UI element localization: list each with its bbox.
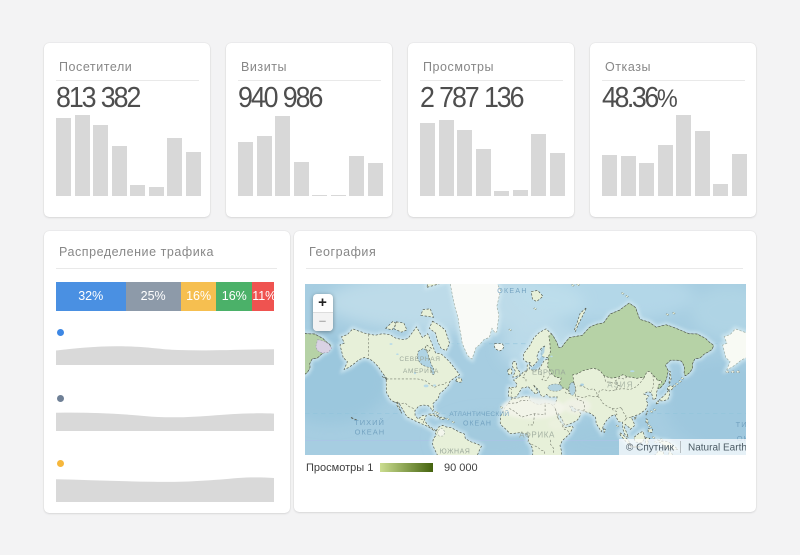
svg-text:АЗИЯ: АЗИЯ (607, 381, 633, 390)
svg-text:ТИХИЙ: ТИХИЙ (354, 418, 385, 427)
svg-text:© Спутник: © Спутник (626, 443, 674, 454)
svg-text:Natural Earth: Natural Earth (688, 443, 746, 454)
svg-text:ОКЕАН: ОКЕАН (737, 434, 746, 443)
svg-text:ТИХИЙ: ТИХИЙ (736, 420, 746, 429)
svg-text:ЕВРОПА: ЕВРОПА (532, 368, 566, 377)
svg-text:ОКЕАН: ОКЕАН (497, 288, 527, 295)
svg-text:АМЕРИКА: АМЕРИКА (403, 368, 439, 375)
svg-text:ЮЖНАЯ: ЮЖНАЯ (440, 449, 471, 456)
svg-text:АТЛАНТИЧЕСКИЙ: АТЛАНТИЧЕСКИЙ (449, 409, 509, 418)
svg-text:АФРИКА: АФРИКА (519, 431, 555, 440)
svg-text:ОКЕАН: ОКЕАН (463, 421, 492, 428)
svg-text:ОКЕАН: ОКЕАН (355, 428, 386, 437)
svg-text:СЕВЕРНАЯ: СЕВЕРНАЯ (399, 356, 440, 363)
